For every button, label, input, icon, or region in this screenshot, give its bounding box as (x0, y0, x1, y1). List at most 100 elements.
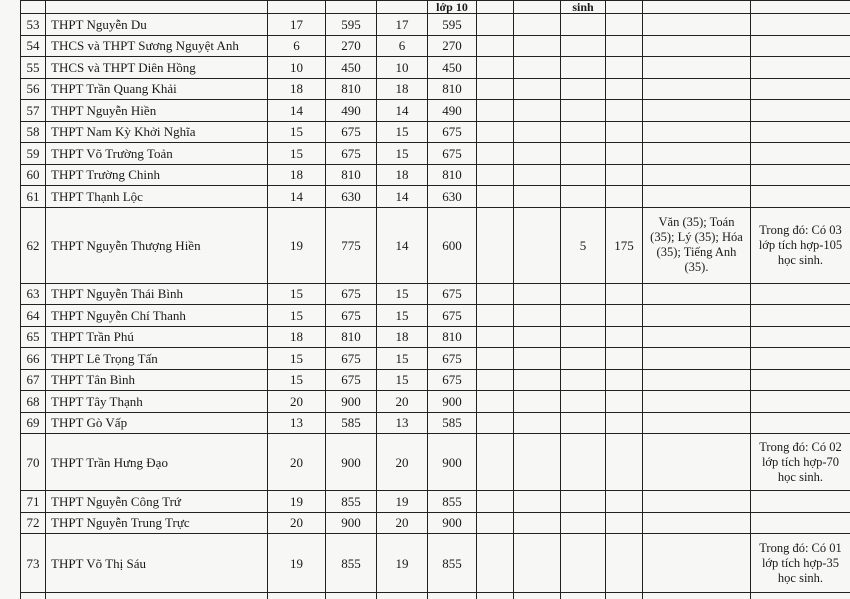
special-classes-cell (560, 347, 606, 370)
subjects-cell (642, 99, 751, 122)
students10-cell: 675 (427, 304, 477, 327)
table-row: 56 THPT Trần Quang Khải 18 810 18 810 (20, 77, 850, 100)
empty-cell (513, 347, 561, 370)
note-cell (750, 56, 850, 79)
students-cell: 675 (325, 368, 377, 391)
special-classes-cell (560, 163, 606, 186)
empty-cell (476, 99, 514, 122)
table-row: 54 THCS và THPT Sương Nguyệt Anh 6 270 6 270 (20, 34, 850, 57)
no-cell: 56 (20, 77, 46, 100)
students10-cell: 810 (427, 163, 477, 186)
classes-cell: 19 (267, 533, 326, 593)
name-cell: THPT Tây Thạnh (45, 390, 268, 413)
subjects-cell (642, 304, 751, 327)
table-row: 57 THPT Nguyễn Hiền 14 490 14 490 (20, 99, 850, 122)
header-row: lớp 10 sinh (20, 0, 850, 14)
empty-cell (476, 490, 514, 513)
students10-cell: 675 (427, 368, 477, 391)
subjects-cell (642, 34, 751, 57)
special-classes-cell (560, 56, 606, 79)
name-cell: THPT Nguyễn Du (45, 13, 268, 36)
table-row: 55 THCS và THPT Diên Hồng 10 450 10 450 (20, 56, 850, 79)
special-classes-cell (560, 304, 606, 327)
classes10-cell: 14 (376, 99, 428, 122)
classes-cell: 15 (267, 282, 326, 305)
empty-cell (513, 490, 561, 513)
special-students-cell (605, 56, 643, 79)
note-cell (750, 77, 850, 100)
empty-cell (513, 433, 561, 491)
subjects-cell (642, 56, 751, 79)
empty-cell (476, 163, 514, 186)
name-cell: THPT Võ Thị Sáu (45, 533, 268, 593)
empty-cell (513, 56, 561, 79)
name-cell: THPT Tân Bình (45, 368, 268, 391)
subjects-cell (642, 511, 751, 534)
empty-cell (513, 411, 561, 434)
special-classes-cell (560, 592, 606, 599)
subjects-cell (642, 13, 751, 36)
classes-cell: 15 (267, 347, 326, 370)
special-classes-cell (560, 77, 606, 100)
note-cell (750, 13, 850, 36)
students10-cell: 450 (427, 56, 477, 79)
students-cell: 900 (325, 390, 377, 413)
students-cell: 855 (325, 490, 377, 513)
special-students-cell (605, 185, 643, 208)
empty-cell (513, 592, 561, 599)
table-row: 71 THPT Nguyễn Công Trứ 19 855 19 855 (20, 490, 850, 513)
header-cell (513, 0, 561, 14)
no-cell: 67 (20, 368, 46, 391)
empty-cell (476, 120, 514, 143)
subjects-cell (642, 390, 751, 413)
subjects-cell (642, 325, 751, 348)
note-cell: Trong đó: Có 03 lớp tích hợp-105 học sin… (750, 206, 850, 284)
subjects-cell (642, 368, 751, 391)
special-classes-cell (560, 99, 606, 122)
special-classes-cell (560, 282, 606, 305)
classes-cell: 13 (267, 411, 326, 434)
students10-cell: 810 (427, 325, 477, 348)
empty-cell (513, 13, 561, 36)
classes-cell: 20 (267, 433, 326, 491)
table-row: 70 THPT Trần Hưng Đạo 20 900 20 900 Trong đó: … (20, 433, 850, 491)
classes-cell: 20 (267, 390, 326, 413)
name-cell: THPT Nguyễn Chí Thanh (45, 304, 268, 327)
special-students-cell (605, 282, 643, 305)
header-cell (750, 0, 850, 14)
table-row: 53 THPT Nguyễn Du 17 595 17 595 (20, 13, 850, 36)
no-cell: 63 (20, 282, 46, 305)
students-cell: 490 (325, 99, 377, 122)
special-classes-cell (560, 325, 606, 348)
empty-cell (476, 533, 514, 593)
header-cell (20, 0, 46, 14)
note-cell (750, 411, 850, 434)
empty-cell (513, 368, 561, 391)
students10-cell: 855 (427, 533, 477, 593)
empty-cell (513, 185, 561, 208)
note-cell (750, 368, 850, 391)
name-cell: THPT Thạnh Lộc (45, 185, 268, 208)
special-students-cell (605, 325, 643, 348)
empty-cell (513, 206, 561, 284)
special-classes-cell (560, 13, 606, 36)
subjects-cell (642, 411, 751, 434)
note-cell: Trong đó: Có 02 lớp tích hợp-70 học sinh… (750, 433, 850, 491)
table-row: 59 THPT Võ Trường Toản 15 675 15 675 (20, 142, 850, 165)
empty-cell (476, 206, 514, 284)
empty-cell (476, 325, 514, 348)
table-row: 73 THPT Võ Thị Sáu 19 855 19 855 Trong đó: Có … (20, 533, 850, 593)
note-cell (750, 304, 850, 327)
students-cell: 450 (325, 56, 377, 79)
classes10-cell: 18 (376, 325, 428, 348)
table-body: lớp 10 sinh 53 THPT Nguyễn Du 17 595 17 595 54 TH… (20, 0, 850, 599)
table-row: 74THPT Phan Đăng Lưu1567515675 (20, 592, 850, 599)
classes-cell: 15 (267, 120, 326, 143)
empty-cell (513, 282, 561, 305)
classes10-cell: 19 (376, 533, 428, 593)
subjects-cell (642, 120, 751, 143)
special-classes-cell (560, 185, 606, 208)
empty-cell (476, 390, 514, 413)
classes-cell: 19 (267, 490, 326, 513)
subjects-cell (642, 533, 751, 593)
